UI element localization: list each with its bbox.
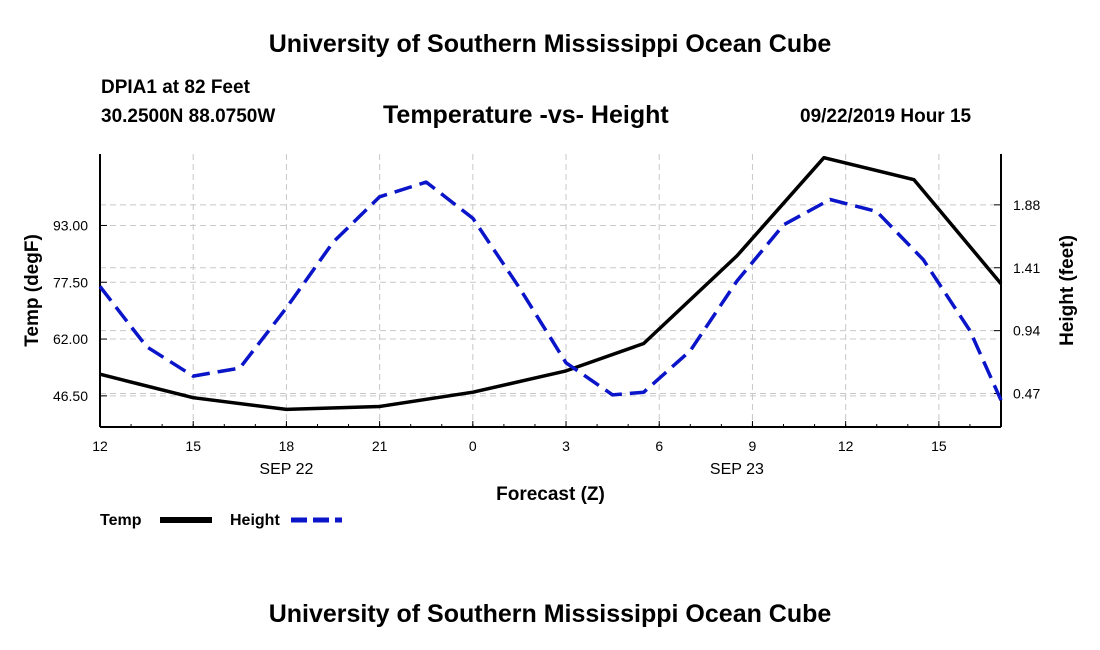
x-date-label: SEP 23 (710, 461, 764, 478)
y-right-tick-label: 0.47 (1013, 386, 1040, 402)
y-right-tick-label: 0.94 (1013, 323, 1040, 339)
x-tick-label: 15 (931, 438, 947, 454)
coordinates-label: 30.2500N 88.0750W (101, 106, 276, 127)
x-tick-label: 12 (92, 438, 108, 454)
page-title: University of Southern Mississippi Ocean… (268, 30, 832, 58)
x-tick-label: 18 (279, 438, 295, 454)
chart-title: Temperature -vs- Height (383, 101, 669, 129)
y-left-tick-label: 77.50 (53, 274, 88, 290)
y-left-tick-label: 62.00 (53, 331, 88, 347)
x-axis-title: Forecast (Z) (496, 484, 605, 505)
legend-height-label: Height (230, 512, 280, 529)
y-left-tick-label: 46.50 (53, 388, 88, 404)
x-tick-label: 21 (372, 438, 388, 454)
x-date-label: SEP 22 (259, 461, 313, 478)
x-tick-label: 3 (562, 438, 570, 454)
y-right-tick-label: 1.88 (1013, 197, 1040, 213)
x-tick-label: 6 (655, 438, 663, 454)
y-right-tick-label: 1.41 (1013, 260, 1040, 276)
y-left-tick-label: 93.00 (53, 217, 88, 233)
y-right-axis-title: Height (feet) (1057, 235, 1078, 346)
x-tick-label: 0 (469, 438, 477, 454)
y-left-axis-title: Temp (degF) (22, 234, 43, 347)
x-tick-label: 12 (838, 438, 854, 454)
legend-temp-label: Temp (100, 512, 142, 529)
series-line-height (98, 180, 1003, 401)
footer-title: University of Southern Mississippi Ocean… (268, 600, 832, 628)
x-tick-label: 9 (749, 438, 757, 454)
forecast-date: 09/22/2019 Hour 15 (800, 106, 972, 127)
station-label: DPIA1 at 82 Feet (101, 77, 250, 98)
x-tick-label: 15 (185, 438, 201, 454)
series-line-temp (99, 155, 1003, 412)
